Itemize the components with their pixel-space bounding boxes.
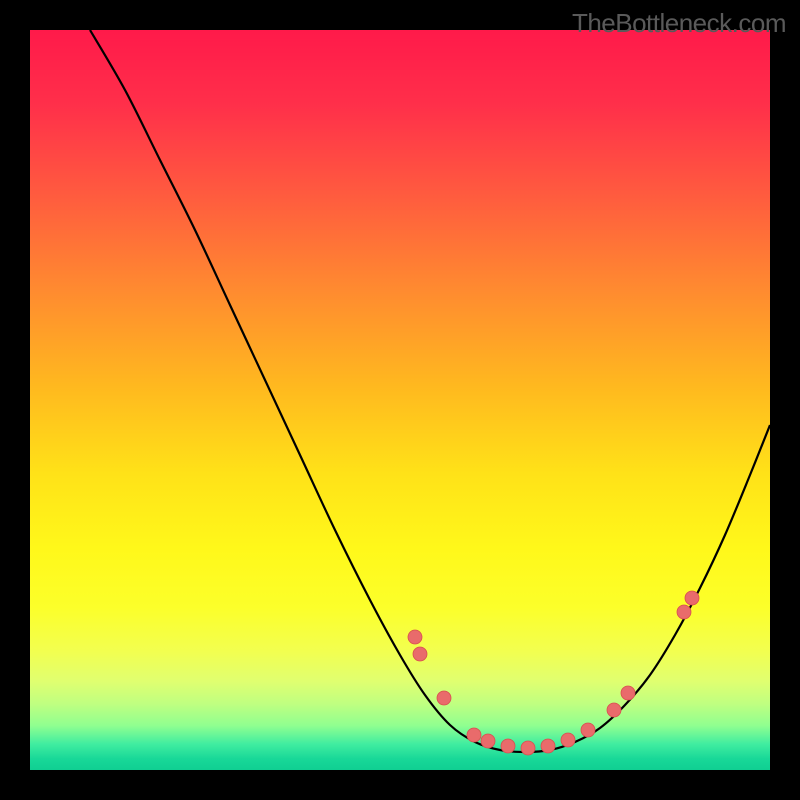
marker-dot: [437, 691, 451, 705]
marker-dot: [467, 728, 481, 742]
marker-dot: [607, 703, 621, 717]
marker-dot: [481, 734, 495, 748]
watermark-text: TheBottleneck.com: [572, 8, 786, 39]
curve-path: [90, 30, 770, 752]
marker-dot: [521, 741, 535, 755]
marker-dot: [408, 630, 422, 644]
markers-group: [408, 591, 699, 755]
marker-dot: [561, 733, 575, 747]
plot-area: [30, 30, 770, 770]
marker-dot: [413, 647, 427, 661]
marker-dot: [581, 723, 595, 737]
marker-dot: [501, 739, 515, 753]
marker-dot: [541, 739, 555, 753]
marker-dot: [621, 686, 635, 700]
marker-dot: [685, 591, 699, 605]
marker-dot: [677, 605, 691, 619]
bottleneck-curve: [30, 30, 770, 770]
